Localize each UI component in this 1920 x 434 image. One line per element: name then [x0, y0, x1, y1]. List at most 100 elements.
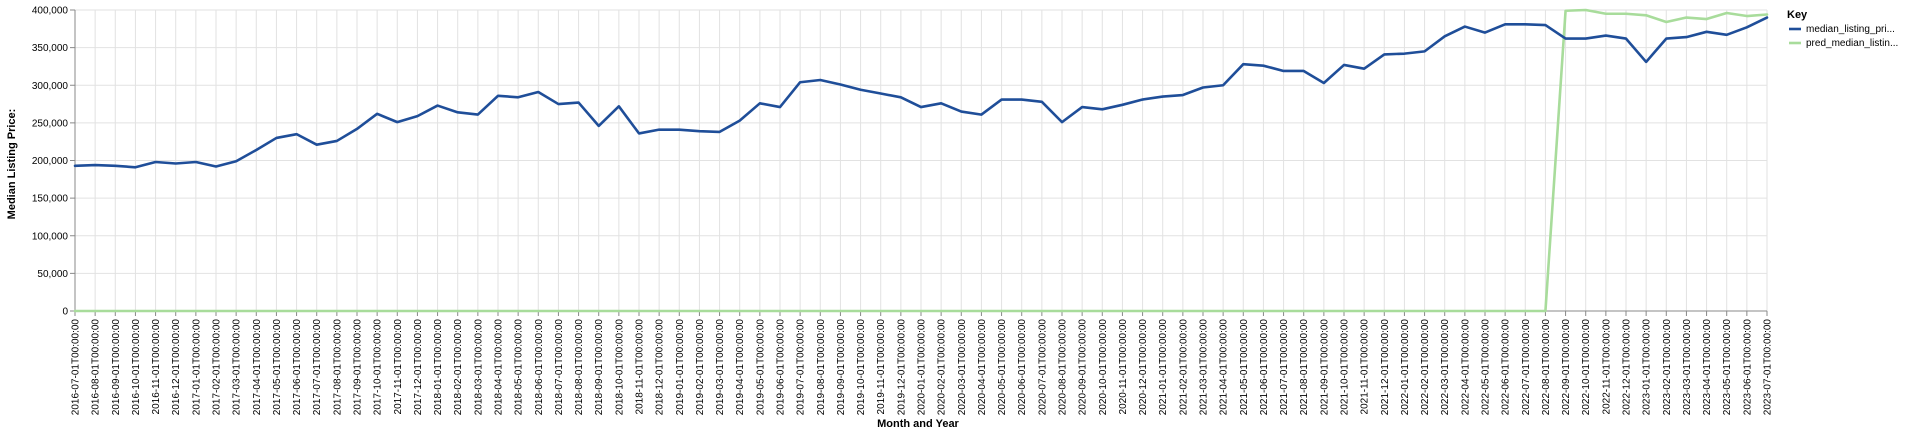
x-tick-label: 2018-04-01T00:00:00	[494, 319, 505, 416]
x-tick-label: 2023-03-01T00:00:00	[1682, 319, 1693, 416]
series-lines	[73, 8, 1769, 313]
legend: Key median_listing_pri... pred_median_lis…	[1787, 9, 1898, 49]
x-tick-label: 2022-05-01T00:00:00	[1481, 319, 1492, 416]
x-tick-label: 2016-10-01T00:00:00	[131, 319, 142, 416]
x-tick-label: 2023-07-01T00:00:00	[1763, 319, 1774, 416]
x-tick-label: 2019-11-01T00:00:00	[876, 319, 887, 415]
x-tick-label: 2019-01-01T00:00:00	[675, 319, 686, 416]
x-tick-label: 2018-08-01T00:00:00	[574, 319, 585, 416]
x-tick-label: 2022-01-01T00:00:00	[1400, 319, 1411, 416]
y-tick-label: 0	[62, 307, 68, 318]
x-tick-label: 2019-05-01T00:00:00	[755, 319, 766, 416]
x-tick-label: 2020-09-01T00:00:00	[1078, 319, 1089, 416]
x-tick-label: 2019-06-01T00:00:00	[776, 319, 787, 416]
x-tick-label: 2016-08-01T00:00:00	[91, 319, 102, 416]
x-tick-label: 2020-02-01T00:00:00	[937, 319, 948, 416]
x-tick-label: 2023-02-01T00:00:00	[1662, 319, 1673, 416]
x-tick-label: 2017-12-01T00:00:00	[413, 319, 424, 416]
x-tick-label: 2019-04-01T00:00:00	[735, 319, 746, 416]
x-tick-label: 2017-05-01T00:00:00	[272, 319, 283, 416]
legend-label: median_listing_pri...	[1806, 24, 1895, 35]
x-tick-label: 2016-09-01T00:00:00	[111, 319, 122, 416]
y-tick-label: 400,000	[32, 6, 69, 17]
gridlines	[74, 9, 1768, 312]
x-tick-label: 2022-04-01T00:00:00	[1460, 319, 1471, 416]
x-tick-label: 2021-02-01T00:00:00	[1178, 319, 1189, 416]
x-tick-label: 2018-02-01T00:00:00	[453, 319, 464, 416]
x-axis: 2016-07-01T00:00:00 2016-08-01T00:00:00 20…	[71, 310, 1774, 416]
x-tick-label: 2018-05-01T00:00:00	[514, 319, 525, 416]
y-tick-label: 100,000	[32, 231, 69, 242]
y-tick-label: 350,000	[32, 43, 69, 54]
x-tick-label: 2021-04-01T00:00:00	[1219, 319, 1230, 416]
x-tick-label: 2020-08-01T00:00:00	[1058, 319, 1069, 416]
x-tick-label: 2020-01-01T00:00:00	[917, 319, 928, 416]
x-tick-label: 2023-01-01T00:00:00	[1642, 319, 1653, 416]
x-tick-label: 2020-07-01T00:00:00	[1037, 319, 1048, 416]
x-tick-label: 2022-10-01T00:00:00	[1581, 319, 1592, 416]
x-tick-label: 2020-06-01T00:00:00	[1017, 319, 1028, 416]
x-tick-label: 2023-04-01T00:00:00	[1702, 319, 1713, 416]
x-tick-label: 2020-12-01T00:00:00	[1138, 319, 1149, 416]
series-line-2	[73, 8, 1769, 313]
x-tick-label: 2017-03-01T00:00:00	[232, 319, 243, 416]
x-tick-label: 2021-05-01T00:00:00	[1239, 319, 1250, 416]
x-tick-label: 2022-07-01T00:00:00	[1521, 319, 1532, 416]
x-tick-label: 2020-11-01T00:00:00	[1118, 319, 1129, 415]
x-tick-label: 2018-07-01T00:00:00	[554, 319, 565, 416]
x-tick-label: 2021-03-01T00:00:00	[1199, 319, 1210, 416]
x-tick-label: 2022-03-01T00:00:00	[1440, 319, 1451, 416]
x-tick-label: 2017-04-01T00:00:00	[252, 319, 263, 416]
x-tick-label: 2022-06-01T00:00:00	[1501, 319, 1512, 416]
x-tick-label: 2018-03-01T00:00:00	[473, 319, 484, 416]
y-tick-label: 300,000	[32, 81, 69, 92]
x-tick-label: 2017-10-01T00:00:00	[373, 319, 384, 416]
x-tick-label: 2017-06-01T00:00:00	[292, 319, 303, 416]
x-tick-label: 2020-05-01T00:00:00	[997, 319, 1008, 416]
x-tick-label: 2019-07-01T00:00:00	[796, 319, 807, 416]
x-tick-label: 2017-09-01T00:00:00	[353, 319, 364, 416]
x-tick-label: 2020-03-01T00:00:00	[957, 319, 968, 416]
x-tick-label: 2019-10-01T00:00:00	[856, 319, 867, 416]
x-tick-label: 2019-02-01T00:00:00	[695, 319, 706, 416]
x-tick-label: 2016-11-01T00:00:00	[151, 319, 162, 415]
x-tick-label: 2021-08-01T00:00:00	[1299, 319, 1310, 416]
x-tick-label: 2017-02-01T00:00:00	[212, 319, 223, 416]
x-tick-label: 2017-01-01T00:00:00	[191, 319, 202, 416]
x-tick-label: 2016-07-01T00:00:00	[71, 319, 82, 416]
x-tick-label: 2022-09-01T00:00:00	[1561, 319, 1572, 416]
x-tick-label: 2021-10-01T00:00:00	[1340, 319, 1351, 416]
x-tick-label: 2023-06-01T00:00:00	[1742, 319, 1753, 416]
y-axis-title: Median Listing Price:	[6, 109, 18, 220]
x-tick-label: 2017-07-01T00:00:00	[312, 319, 323, 416]
x-tick-label: 2018-12-01T00:00:00	[655, 319, 666, 416]
x-axis-title: Month and Year	[877, 418, 959, 430]
x-tick-label: 2019-12-01T00:00:00	[896, 319, 907, 416]
x-tick-label: 2018-10-01T00:00:00	[614, 319, 625, 416]
x-tick-label: 2017-11-01T00:00:00	[393, 319, 404, 415]
y-tick-label: 200,000	[32, 156, 69, 167]
x-tick-label: 2021-07-01T00:00:00	[1279, 319, 1290, 416]
x-tick-label: 2018-09-01T00:00:00	[594, 319, 605, 416]
x-tick-label: 2022-12-01T00:00:00	[1622, 319, 1633, 416]
x-tick-label: 2020-10-01T00:00:00	[1098, 319, 1109, 416]
x-tick-label: 2019-03-01T00:00:00	[715, 319, 726, 416]
y-tick-label: 50,000	[37, 269, 68, 280]
legend-label: pred_median_listin...	[1806, 38, 1898, 49]
x-tick-label: 2018-01-01T00:00:00	[433, 319, 444, 416]
x-tick-label: 2021-09-01T00:00:00	[1319, 319, 1330, 416]
x-tick-label: 2021-11-01T00:00:00	[1360, 319, 1371, 415]
x-tick-label: 2022-11-01T00:00:00	[1601, 319, 1612, 415]
x-tick-label: 2019-09-01T00:00:00	[836, 319, 847, 416]
y-tick-label: 150,000	[32, 194, 69, 205]
x-tick-label: 2020-04-01T00:00:00	[977, 319, 988, 416]
x-tick-label: 2021-01-01T00:00:00	[1158, 319, 1169, 416]
x-tick-label: 2018-11-01T00:00:00	[635, 319, 646, 415]
x-tick-label: 2021-06-01T00:00:00	[1259, 319, 1270, 416]
x-tick-label: 2017-08-01T00:00:00	[332, 319, 343, 416]
legend-title: Key	[1787, 9, 1808, 21]
y-tick-label: 250,000	[32, 118, 69, 129]
x-tick-label: 2018-06-01T00:00:00	[534, 319, 545, 416]
x-tick-label: 2021-12-01T00:00:00	[1380, 319, 1391, 416]
